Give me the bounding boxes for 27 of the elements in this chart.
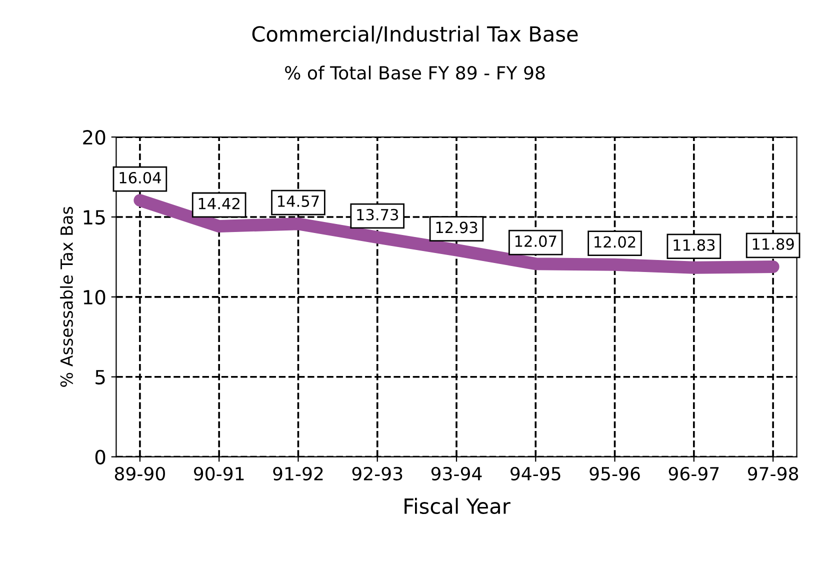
- data-label: 11.83: [674, 239, 715, 251]
- x-tick-label: 89-90: [114, 466, 165, 480]
- x-tick-label: 96-97: [668, 466, 719, 480]
- x-tick-label: 93-94: [431, 466, 482, 480]
- data-label: 16.04: [120, 172, 161, 184]
- x-tick-label: 94-95: [510, 466, 560, 480]
- x-tick-label: 91-92: [273, 466, 323, 480]
- x-tick-label: 92-93: [352, 466, 402, 480]
- y-tick-label: 0: [95, 450, 106, 464]
- data-label: 14.42: [198, 198, 240, 210]
- y-tick-label: 20: [83, 130, 106, 145]
- y-tick-label: 10: [84, 290, 106, 305]
- data-label: 12.02: [594, 236, 636, 248]
- y-tick-label: 5: [96, 370, 105, 385]
- data-label: 12.93: [436, 222, 478, 234]
- data-label: 11.89: [752, 238, 794, 250]
- data-label: 13.73: [357, 208, 398, 220]
- x-tick-label: 95-96: [590, 466, 640, 480]
- y-axis-title: % Assessable Tax Bas: [60, 206, 73, 387]
- data-label: 12.07: [515, 235, 556, 247]
- y-tick-label: 15: [84, 210, 105, 225]
- data-label: 14.57: [278, 196, 319, 208]
- chart-title: Commercial/Industrial Tax Base: [252, 26, 578, 44]
- x-tick-label: 97-98: [748, 466, 798, 480]
- x-axis-title: Fiscal Year: [404, 498, 510, 514]
- chart-subtitle: % of Total Base FY 89 - FY 98: [285, 66, 545, 80]
- x-tick-label: 90-91: [194, 466, 244, 480]
